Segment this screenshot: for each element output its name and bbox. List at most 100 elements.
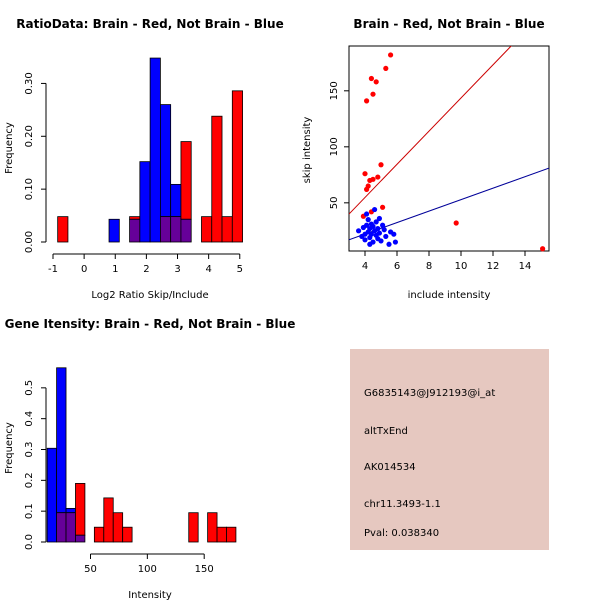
scatter-y-axis-label: skip intensity <box>302 117 313 184</box>
not-brain-point <box>381 227 387 233</box>
fit-lines <box>349 46 549 241</box>
brain-point <box>378 162 384 168</box>
not-brain-point <box>364 211 370 217</box>
intensity-y-tick-label: 0.5 <box>24 380 35 396</box>
intensity-bar-overlap <box>75 534 86 543</box>
intensity-y-tick-label: 0.0 <box>24 534 35 550</box>
ratio-bar-not-brain <box>139 161 151 243</box>
intensity-bars <box>46 367 237 543</box>
ratio-chart-title: RatioData: Brain - Red, Not Brain - Blue <box>16 17 283 31</box>
brain-point <box>373 79 379 85</box>
p-value: Pval: 0.038340 <box>364 528 439 539</box>
genomic-location: chr11.3493-1.1 <box>364 499 441 510</box>
intensity-bar-brain <box>75 483 86 536</box>
ratio-bar-not-brain <box>159 104 172 218</box>
scatter-y-tick-label: 100 <box>329 137 340 156</box>
ratio-bar-brain <box>201 216 213 243</box>
scatter-chart-title: Brain - Red, Not Brain - Blue <box>353 17 544 31</box>
ratio-bar-overlap <box>129 218 141 243</box>
intensity-y-tick-label: 0.4 <box>24 411 35 427</box>
intensity-bar-overlap <box>56 512 67 543</box>
scatter-panel: Brain - Red, Not Brain - Blue include in… <box>302 17 550 301</box>
brain-point <box>388 52 394 58</box>
intensity-bar-brain <box>216 526 227 543</box>
intensity-x-tick-label: 50 <box>84 564 97 575</box>
intensity-bar-brain <box>207 512 218 543</box>
ratio-bar-overlap <box>159 216 172 243</box>
scatter-axes: 4 6 8 10 12 14 50 100 150 <box>329 81 531 272</box>
scatter-x-tick-label: 6 <box>394 261 400 272</box>
not-brain-point <box>356 228 362 234</box>
intensity-bar-brain <box>188 512 199 543</box>
intensity-bar-not-brain <box>65 507 76 514</box>
intensity-bar-brain <box>93 526 105 543</box>
brain-point <box>364 98 370 104</box>
ratio-x-tick-label: 1 <box>112 264 118 275</box>
intensity-y-tick-label: 0.3 <box>24 442 35 458</box>
not-brain-point <box>376 215 382 222</box>
not-brain-point <box>373 219 379 225</box>
intensity-x-tick-label: 100 <box>138 564 157 575</box>
not-brain-point <box>383 233 389 240</box>
accession: AK014534 <box>364 462 416 473</box>
intensity-bar-overlap <box>65 512 76 543</box>
ratio-x-tick-label: 0 <box>81 264 87 275</box>
ratio-bar-not-brain <box>108 218 120 243</box>
ratio-bar-brain <box>57 216 69 243</box>
scatter-x-tick-label: 8 <box>426 261 432 272</box>
ratio-x-tick-label: 5 <box>237 264 243 275</box>
not-brain-point <box>372 206 378 213</box>
brain-point <box>540 246 546 252</box>
not-brain-point <box>392 239 398 245</box>
ratio-bar-brain <box>211 115 223 243</box>
intensity-bar-brain <box>226 526 237 543</box>
probe-id: G6835143@J912193@i_at <box>364 388 495 399</box>
ratio-bar-not-brain <box>149 57 161 243</box>
ratio-x-tick-label: 4 <box>205 264 211 275</box>
intensity-bar-brain <box>103 497 114 543</box>
scatter-y-tick-label: 150 <box>329 81 340 100</box>
ratio-bar-brain <box>221 216 233 243</box>
info-box <box>350 349 549 550</box>
intensity-bar-not-brain <box>46 447 57 543</box>
ratio-x-axis-label: Log2 Ratio Skip/Include <box>91 290 208 301</box>
scatter-x-tick-label: 12 <box>487 261 500 272</box>
scatter-x-tick-label: 14 <box>519 261 532 272</box>
not-brain-point <box>376 230 382 236</box>
intensity-bar-brain <box>122 526 133 543</box>
brain-point <box>380 204 386 210</box>
brain-point <box>368 75 374 82</box>
not-brain-point <box>368 231 374 237</box>
not-brain-fit-line <box>349 167 549 241</box>
not-brain-point <box>364 222 370 228</box>
ratio-x-tick-label: 2 <box>143 264 149 275</box>
scatter-points <box>356 52 546 252</box>
ratio-x-tick-label: 3 <box>174 264 180 275</box>
not-brain-point <box>375 225 381 232</box>
ratio-y-tick-label: 0.30 <box>24 72 35 94</box>
not-brain-point <box>386 241 392 247</box>
brain-point <box>370 176 376 182</box>
event-type: altTxEnd <box>364 426 408 437</box>
not-brain-point <box>391 231 397 237</box>
intensity-chart-title: Gene Itensity: Brain - Red, Not Brain - … <box>5 317 296 331</box>
ratio-bar-brain <box>231 90 243 243</box>
brain-point <box>362 171 368 177</box>
not-brain-point <box>380 222 386 228</box>
not-brain-point <box>362 237 368 243</box>
brain-point <box>383 65 389 72</box>
scatter-x-tick-label: 4 <box>362 261 368 272</box>
ratio-axes: -1 0 1 2 3 4 5 0.00 0.10 0.20 0.30 <box>24 72 243 275</box>
ratio-bar-overlap <box>180 218 192 243</box>
scatter-x-axis-label: include intensity <box>408 290 491 301</box>
scatter-x-tick-label: 10 <box>455 261 468 272</box>
brain-point <box>364 186 370 192</box>
brain-point <box>453 220 459 226</box>
intensity-histogram-panel: Gene Itensity: Brain - Red, Not Brain - … <box>4 317 295 600</box>
ratio-histogram-panel: RatioData: Brain - Red, Not Brain - Blue… <box>4 17 284 301</box>
intensity-y-tick-label: 0.1 <box>24 503 35 519</box>
intensity-axes: 50 100 150 0.0 0.1 0.2 0.3 0.4 0.5 <box>24 380 214 575</box>
not-brain-point <box>367 241 373 247</box>
intensity-bar-brain <box>112 512 124 543</box>
